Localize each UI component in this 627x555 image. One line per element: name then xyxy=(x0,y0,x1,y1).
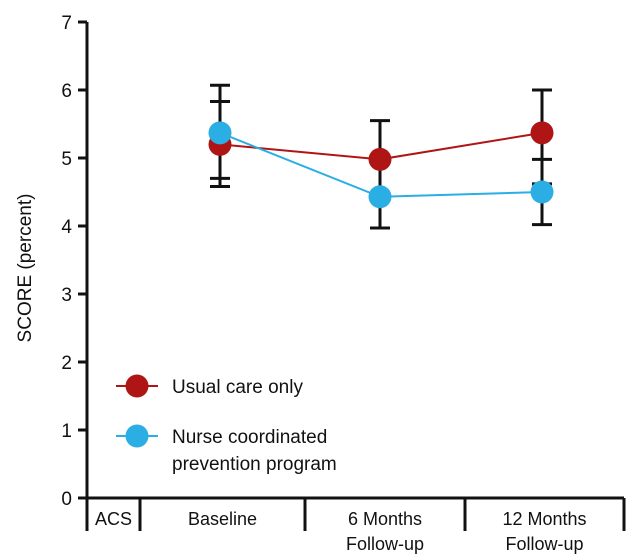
x-category-label-3-line-1: Follow-up xyxy=(505,534,583,554)
y-tick-label-1: 1 xyxy=(61,421,72,442)
y-tick-label-4: 4 xyxy=(61,217,72,238)
series-1-point-1 xyxy=(368,185,392,209)
x-category-label-2: 6 Months xyxy=(348,509,422,529)
series-0-point-2 xyxy=(530,121,554,145)
series-0-point-1 xyxy=(368,147,392,171)
series-1-point-0 xyxy=(208,121,232,145)
x-category-label-1: Baseline xyxy=(188,509,257,529)
legend-label-0: Usual care only xyxy=(172,377,303,398)
y-tick-label-2: 2 xyxy=(61,353,72,374)
y-tick-label-3: 3 xyxy=(61,285,72,306)
x-category-label-3: 12 Months xyxy=(502,509,586,529)
axes: 0 1 2 3 4 5 6 7 SCORE (percent) ACS Baseline 6 Mont… xyxy=(15,13,626,554)
y-tick-label-0: 0 xyxy=(61,489,72,510)
y-tick-label-7: 7 xyxy=(61,13,72,34)
legend-marker-1 xyxy=(125,424,149,448)
legend-label-1: Nurse coordinated xyxy=(172,427,327,448)
x-category-label-0: ACS xyxy=(95,509,132,529)
y-tick-label-6: 6 xyxy=(61,81,72,102)
series-1-point-2 xyxy=(530,180,554,204)
legend: Usual care only Nurse coordinated preventi… xyxy=(116,374,337,475)
legend-marker-0 xyxy=(125,374,149,398)
y-tick-label-5: 5 xyxy=(61,149,72,170)
y-axis-title: SCORE (percent) xyxy=(15,194,36,343)
series-layer xyxy=(208,83,554,230)
legend-label-1-line-1: prevention program xyxy=(172,454,337,475)
x-category-label-2-line-1: Follow-up xyxy=(346,534,424,554)
